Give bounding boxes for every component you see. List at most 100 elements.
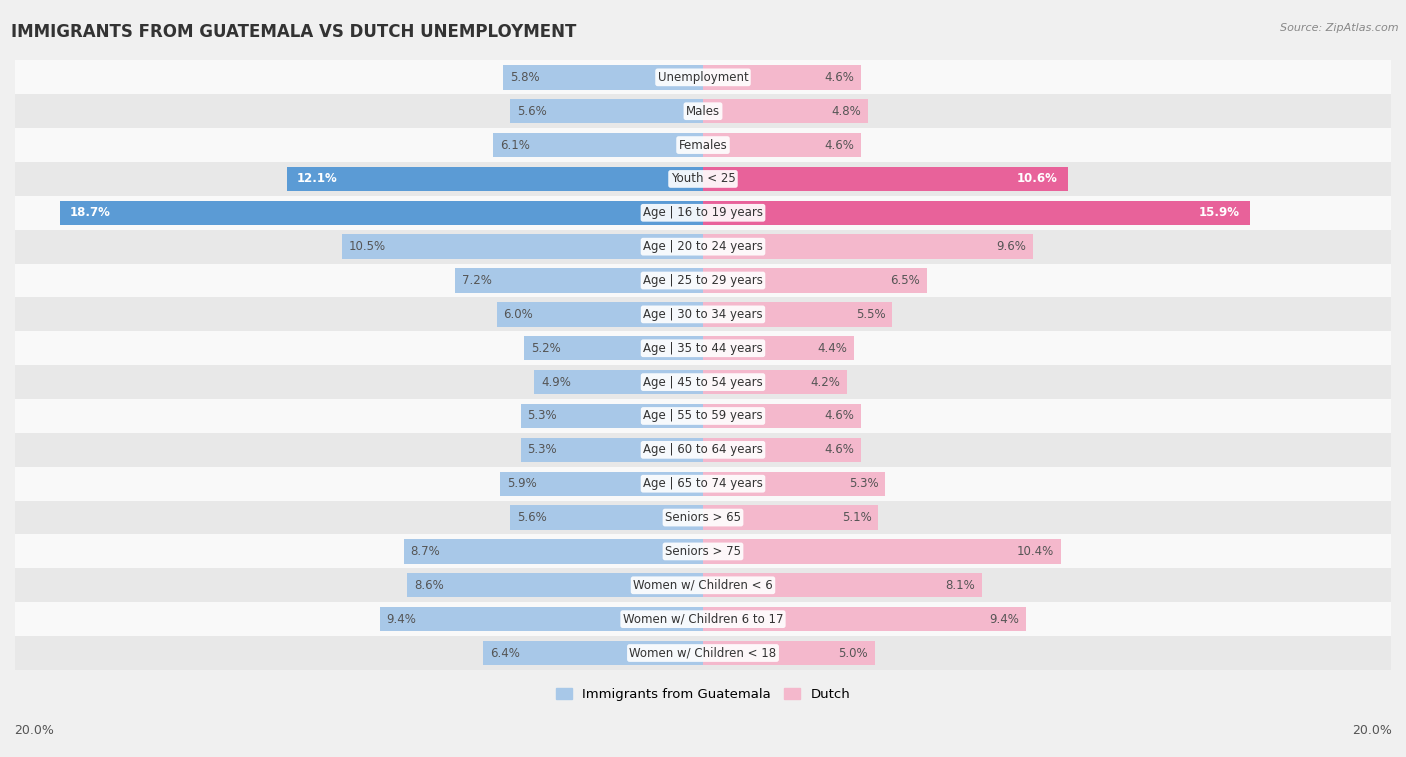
Bar [703,573,981,597]
Text: Women w/ Children < 18: Women w/ Children < 18 [630,646,776,659]
Bar [15,603,1391,636]
Text: Women w/ Children < 6: Women w/ Children < 6 [633,579,773,592]
Text: 6.5%: 6.5% [890,274,920,287]
Text: IMMIGRANTS FROM GUATEMALA VS DUTCH UNEMPLOYMENT: IMMIGRANTS FROM GUATEMALA VS DUTCH UNEMP… [11,23,576,41]
Text: Age | 20 to 24 years: Age | 20 to 24 years [643,240,763,253]
Bar [703,302,893,326]
Bar [59,201,703,225]
Bar [703,268,927,293]
Text: Age | 16 to 19 years: Age | 16 to 19 years [643,207,763,220]
Text: 8.7%: 8.7% [411,545,440,558]
Bar [703,99,868,123]
Text: 4.2%: 4.2% [811,375,841,388]
Bar [510,99,703,123]
Bar [534,370,703,394]
Text: Age | 25 to 29 years: Age | 25 to 29 years [643,274,763,287]
Bar [15,467,1391,500]
Text: 10.6%: 10.6% [1017,173,1057,185]
Text: 5.2%: 5.2% [531,341,561,355]
Text: 4.6%: 4.6% [824,139,855,151]
Text: Age | 30 to 34 years: Age | 30 to 34 years [643,308,763,321]
Bar [703,235,1033,259]
Text: 18.7%: 18.7% [70,207,111,220]
Bar [408,573,703,597]
Text: 5.3%: 5.3% [527,410,557,422]
Bar [15,61,1391,95]
Bar [703,539,1060,564]
Bar [703,607,1026,631]
Bar [15,229,1391,263]
Bar [15,162,1391,196]
Bar [482,641,703,665]
Text: 5.1%: 5.1% [842,511,872,524]
Text: 12.1%: 12.1% [297,173,337,185]
Text: 8.6%: 8.6% [413,579,444,592]
Bar [15,365,1391,399]
Bar [703,438,862,462]
Text: 5.9%: 5.9% [508,477,537,491]
Bar [703,403,862,428]
Bar [15,500,1391,534]
Bar [15,298,1391,332]
Text: 10.4%: 10.4% [1017,545,1054,558]
Text: 5.6%: 5.6% [517,511,547,524]
Text: Source: ZipAtlas.com: Source: ZipAtlas.com [1281,23,1399,33]
Bar [496,302,703,326]
Bar [494,133,703,157]
Text: 4.6%: 4.6% [824,410,855,422]
Text: 5.3%: 5.3% [849,477,879,491]
Text: 4.8%: 4.8% [831,104,862,118]
Bar [380,607,703,631]
Text: Females: Females [679,139,727,151]
Bar [703,370,848,394]
Text: 5.8%: 5.8% [510,71,540,84]
Bar [15,534,1391,569]
Text: Youth < 25: Youth < 25 [671,173,735,185]
Text: 4.6%: 4.6% [824,444,855,456]
Bar [703,506,879,530]
Bar [15,569,1391,603]
Bar [520,438,703,462]
Legend: Immigrants from Guatemala, Dutch: Immigrants from Guatemala, Dutch [551,682,855,706]
Bar [456,268,703,293]
Text: 6.0%: 6.0% [503,308,533,321]
Text: 9.6%: 9.6% [997,240,1026,253]
Text: 5.5%: 5.5% [856,308,886,321]
Text: 5.0%: 5.0% [838,646,868,659]
Text: 5.6%: 5.6% [517,104,547,118]
Text: 4.9%: 4.9% [541,375,571,388]
Bar [703,336,855,360]
Bar [520,403,703,428]
Text: 9.4%: 9.4% [990,612,1019,625]
Bar [404,539,703,564]
Bar [15,263,1391,298]
Text: Age | 45 to 54 years: Age | 45 to 54 years [643,375,763,388]
Bar [15,636,1391,670]
Text: Age | 35 to 44 years: Age | 35 to 44 years [643,341,763,355]
Bar [342,235,703,259]
Bar [15,332,1391,365]
Text: 8.1%: 8.1% [945,579,974,592]
Text: 10.5%: 10.5% [349,240,385,253]
Bar [703,133,862,157]
Bar [15,128,1391,162]
Text: Seniors > 65: Seniors > 65 [665,511,741,524]
Text: 5.3%: 5.3% [527,444,557,456]
Text: 4.6%: 4.6% [824,71,855,84]
Text: Women w/ Children 6 to 17: Women w/ Children 6 to 17 [623,612,783,625]
Text: Unemployment: Unemployment [658,71,748,84]
Text: Males: Males [686,104,720,118]
Bar [510,506,703,530]
Text: Age | 60 to 64 years: Age | 60 to 64 years [643,444,763,456]
Text: Seniors > 75: Seniors > 75 [665,545,741,558]
Text: 15.9%: 15.9% [1199,207,1240,220]
Bar [15,196,1391,229]
Text: 6.1%: 6.1% [501,139,530,151]
Bar [703,65,862,89]
Text: 20.0%: 20.0% [1353,724,1392,737]
Bar [287,167,703,191]
Text: 4.4%: 4.4% [818,341,848,355]
Text: 20.0%: 20.0% [14,724,53,737]
Bar [15,399,1391,433]
Text: 7.2%: 7.2% [463,274,492,287]
